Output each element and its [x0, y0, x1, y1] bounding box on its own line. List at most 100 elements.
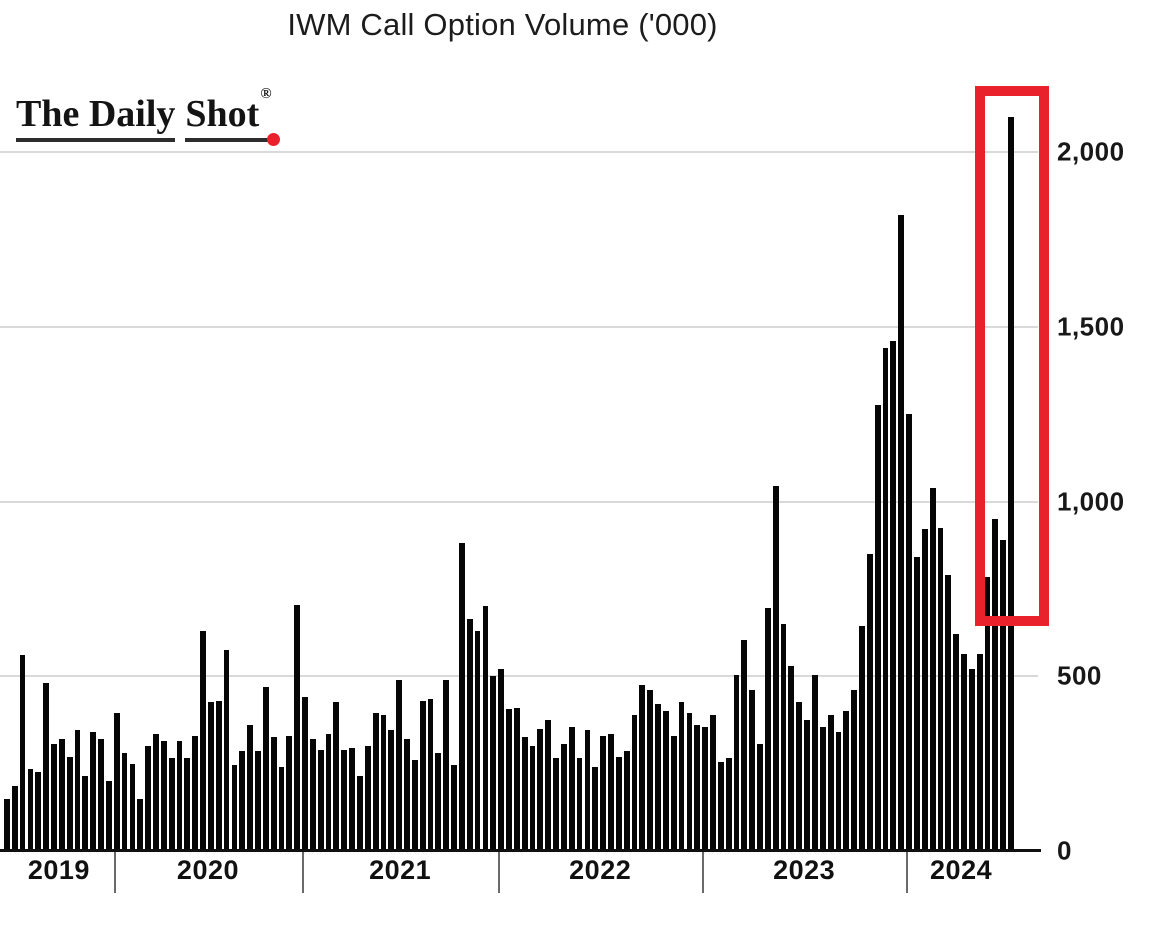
bar [286, 735, 293, 851]
bar [662, 711, 669, 851]
bar [553, 758, 559, 851]
bar [953, 634, 960, 851]
bar [631, 714, 638, 851]
x-axis-tick [113, 852, 116, 893]
bar [976, 653, 983, 851]
bar [137, 798, 144, 851]
bar [600, 735, 606, 851]
bar [655, 704, 661, 851]
bar [294, 604, 301, 851]
bar [513, 707, 520, 851]
bar [43, 683, 50, 851]
x-axis-tick [906, 852, 909, 893]
bar [615, 756, 622, 851]
y-axis-tick-label: 500 [1057, 660, 1102, 691]
x-axis-tick [302, 852, 305, 893]
bar [749, 690, 756, 851]
bar [349, 747, 355, 851]
bar [364, 746, 371, 851]
bar [231, 765, 238, 851]
x-axis-year-label: 2021 [369, 855, 432, 885]
daily-shot-logo: The Daily Shot® [16, 86, 280, 146]
bar [192, 735, 199, 851]
y-axis-tick-label: 1,000 [1057, 486, 1125, 516]
bar [623, 751, 630, 851]
bar [490, 676, 497, 851]
bar [984, 576, 991, 851]
bar [129, 763, 136, 851]
bar [90, 732, 97, 851]
bar [160, 740, 167, 851]
logo-shot-word: Shot [185, 93, 260, 135]
y-axis-tick-label: 2,000 [1057, 136, 1125, 167]
bar [882, 347, 889, 851]
logo-red-dot [266, 132, 280, 146]
bar [851, 690, 858, 851]
bar [435, 753, 442, 851]
bar [215, 700, 222, 851]
bar [945, 574, 952, 851]
bar [278, 767, 285, 851]
chart-title: IWM Call Option Volume ('000) [287, 7, 718, 42]
x-axis-tick [702, 852, 705, 893]
bar [584, 730, 591, 851]
bar [788, 665, 795, 851]
bar [207, 702, 214, 851]
gridline [0, 325, 1038, 328]
bar [317, 749, 324, 851]
bar [757, 744, 763, 851]
bar [702, 726, 708, 851]
bar [168, 758, 175, 851]
bar [521, 737, 528, 851]
bar [443, 679, 450, 851]
bar [529, 746, 536, 851]
bar [694, 725, 701, 851]
bar [302, 697, 308, 851]
bar [35, 772, 42, 851]
bar [325, 733, 332, 851]
bar [961, 653, 967, 851]
bar [929, 487, 936, 851]
bar [270, 737, 277, 851]
bar [686, 712, 693, 851]
bar [153, 733, 159, 851]
bar [812, 674, 818, 851]
bar [639, 685, 646, 851]
bar [608, 733, 614, 851]
bar [396, 679, 403, 851]
bar [200, 630, 206, 851]
bar [890, 340, 897, 851]
bar [474, 630, 481, 851]
bar [937, 527, 944, 851]
bar [741, 639, 748, 851]
bar [772, 485, 779, 851]
x-axis-year-label: 2019 [27, 855, 90, 885]
bar [333, 702, 340, 851]
bar [419, 700, 426, 851]
bar [223, 650, 230, 851]
logo-text-shot: Shot® [185, 86, 280, 146]
x-axis-year-label: 2020 [176, 855, 240, 885]
bar [898, 214, 905, 851]
bar [1000, 539, 1007, 851]
bar [121, 753, 128, 851]
bar [427, 698, 434, 851]
bar [341, 749, 348, 851]
bar [545, 719, 552, 851]
bar [19, 655, 26, 851]
bar [372, 712, 379, 851]
bar [98, 739, 104, 851]
bar [380, 714, 387, 851]
bar [51, 744, 57, 851]
bar [388, 730, 395, 851]
x-axis-line [0, 849, 1041, 852]
bar [58, 739, 65, 851]
bar [451, 765, 457, 851]
highlight-red-box [975, 86, 1049, 626]
bar [819, 726, 826, 851]
bar [466, 618, 473, 851]
bar [411, 760, 418, 851]
bar [906, 414, 912, 851]
x-axis-year-label: 2022 [569, 855, 632, 885]
bar [113, 712, 120, 851]
